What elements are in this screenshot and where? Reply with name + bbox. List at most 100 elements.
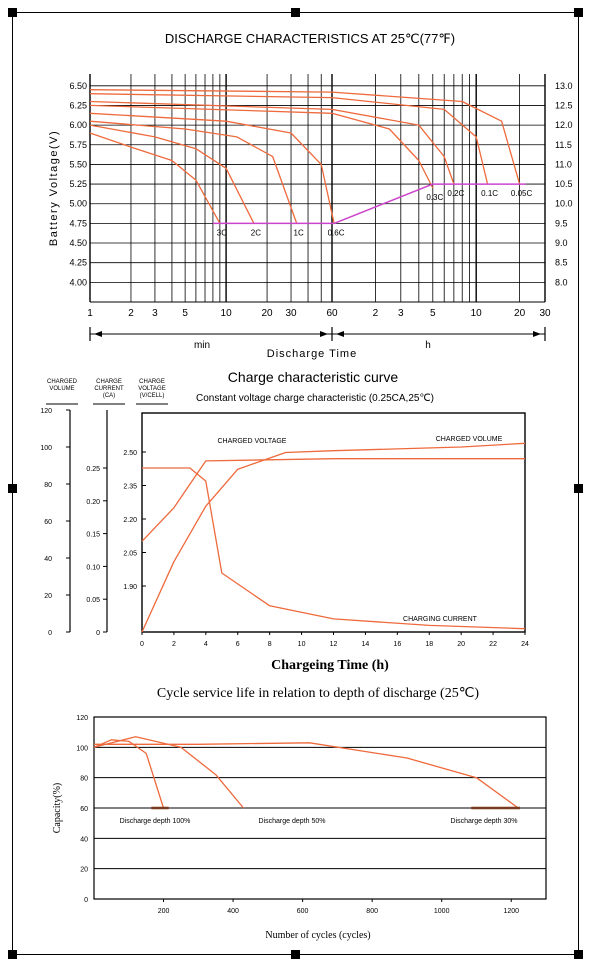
discharge-curve-3C (89, 132, 221, 224)
cycle-curve-0 (93, 739, 165, 809)
discharge-label: 0.05C (511, 189, 533, 198)
charge-volume-tick: 40 (44, 556, 52, 563)
cycle-xtick: 1000 (434, 908, 450, 915)
resize-handle-bm[interactable] (291, 950, 300, 959)
discharge-ytick-right: 11.5 (555, 140, 572, 150)
cycle-grid (93, 716, 547, 900)
charge-current-tick: 0.05 (86, 597, 100, 604)
resize-handle-br[interactable] (574, 950, 583, 959)
charge-xtick: 22 (489, 641, 497, 648)
cycle-xtick: 400 (227, 908, 239, 915)
discharge-ytick-left: 6.50 (69, 81, 87, 91)
cycle-ytick: 0 (84, 897, 88, 904)
charge-xtick: 18 (425, 641, 433, 648)
discharge-curve-0p05C (89, 89, 521, 185)
cycle-series: Discharge depth 100% Discharge depth 50% D… (93, 736, 520, 825)
cycle-xlabel: Number of cycles (cycles) (265, 930, 370, 941)
charge-xtick: 4 (204, 641, 208, 648)
charge-grid (69, 410, 526, 633)
charge-voltage-tick: 2.35 (123, 484, 137, 491)
charge-axis-header-part: CHARGE (96, 379, 122, 385)
cycle-title: Cycle service life in relation to depth … (157, 686, 480, 701)
charge-voltage-tick: 1.90 (123, 584, 137, 591)
discharge-xtick-min: 10 (221, 308, 233, 319)
resize-handle-tr[interactable] (574, 8, 583, 17)
charge-volume-tick: 60 (44, 519, 52, 526)
charge-label-current: CHARGING CURRENT (403, 616, 478, 623)
discharge-ytick-right: 8.5 (555, 258, 568, 268)
discharge-xtick-min: 5 (182, 308, 188, 319)
cycle-label-30: Discharge depth 30% (451, 818, 518, 825)
charge-curve-voltage (141, 458, 525, 542)
resize-handle-tl[interactable] (8, 8, 17, 17)
charge-xtick: 10 (298, 641, 306, 648)
resize-handle-ml[interactable] (8, 484, 17, 493)
discharge-curve-1C (89, 120, 298, 224)
charge-axis-header-part: VOLUME (49, 386, 74, 392)
discharge-xlabel: Discharge Time (267, 348, 357, 360)
discharge-ytick-right: 9.0 (555, 238, 568, 248)
discharge-ytick-left: 4.00 (69, 277, 87, 287)
charge-axis-header-part: VOLTAGE (138, 386, 165, 392)
discharge-unit-min: min (194, 340, 210, 351)
discharge-ytick-left: 5.75 (69, 140, 87, 150)
discharge-xtick-h: 20 (514, 308, 526, 319)
discharge-series: 3C 2C 1C 0.6C 0.3C 0.2C 0.1C 0.05C (89, 89, 533, 237)
discharge-xtick-min: 20 (262, 308, 274, 319)
discharge-xtick-h: 5 (430, 308, 436, 319)
charge-xtick: 14 (362, 641, 370, 648)
charge-current-tick: 0 (96, 630, 100, 637)
charge-axis-header-part: CHARGED (47, 379, 78, 385)
discharge-ytick-right: 10.0 (555, 199, 573, 209)
charge-axis-header-part: CURRENT (94, 386, 124, 392)
discharge-ytick-left: 6.25 (69, 100, 87, 110)
discharge-ytick-left: 5.25 (69, 179, 87, 189)
discharge-title: DISCHARGE CHARACTERISTICS AT 25℃(77℉) (165, 31, 455, 46)
charge-voltage-tick: 2.05 (123, 551, 137, 558)
charge-volume-tick: 120 (40, 408, 52, 415)
charge-axis-header-part: (CA) (103, 393, 115, 399)
charge-xtick: 8 (268, 641, 272, 648)
resize-handle-mr[interactable] (574, 484, 583, 493)
charge-voltage-tick: 2.20 (123, 517, 137, 524)
charge-current-tick: 0.10 (86, 564, 100, 571)
discharge-curve-0p6C (89, 112, 335, 224)
charge-xtick: 6 (236, 641, 240, 648)
discharge-ytick-left: 4.50 (69, 238, 87, 248)
discharge-cutoff-line (212, 183, 526, 225)
charge-subtitle: Constant voltage charge characteristic (… (196, 393, 434, 404)
cycle-curve-1 (93, 736, 244, 809)
discharge-ytick-right: 10.5 (555, 179, 573, 189)
discharge-ytick-left: 4.75 (69, 218, 87, 228)
discharge-label: 0.6C (328, 228, 345, 237)
charge-axis-headers: CHARGEDVOLUMECHARGECURRENT(CA)CHARGEVOLT… (46, 379, 168, 405)
discharge-curve-2C (89, 124, 255, 224)
cycle-xtick: 800 (366, 908, 378, 915)
cycle-ytick: 20 (80, 867, 88, 874)
charge-series: CHARGED VOLTAGE CHARGED VOLUME CHARGING CU… (141, 436, 526, 633)
charge-xlabel: Chargeing Time (h) (271, 658, 389, 673)
discharge-ytick-right: 8.0 (555, 277, 568, 287)
discharge-arrow (533, 331, 541, 337)
resize-handle-bl[interactable] (8, 950, 17, 959)
resize-handle-tm[interactable] (291, 8, 300, 17)
discharge-arrow (336, 331, 344, 337)
discharge-ytick-left: 5.00 (69, 199, 87, 209)
charge-plot-frame (141, 412, 526, 633)
cycle-ylabel: Capacity(%) (52, 783, 63, 834)
discharge-xtick-min: 3 (152, 308, 158, 319)
charge-axis-header-part: CHARGE (139, 379, 165, 385)
discharge-ytick-right: 12.5 (555, 100, 573, 110)
cycle-ytick: 100 (76, 745, 88, 752)
discharge-xtick-h: 30 (539, 308, 551, 319)
discharge-label: 0.2C (447, 189, 464, 198)
discharge-unit-h: h (425, 340, 431, 351)
discharge-label: 0.3C (426, 193, 443, 202)
cycle-label-50: Discharge depth 50% (259, 818, 326, 825)
charge-current-tick: 0.25 (86, 466, 100, 473)
discharge-ytick-right: 13.0 (555, 81, 573, 91)
discharge-curve-0p2C (89, 100, 455, 185)
cycle-xtick: 200 (158, 908, 170, 915)
discharge-xtick-min: 30 (285, 308, 297, 319)
cycle-ytick: 40 (80, 836, 88, 843)
